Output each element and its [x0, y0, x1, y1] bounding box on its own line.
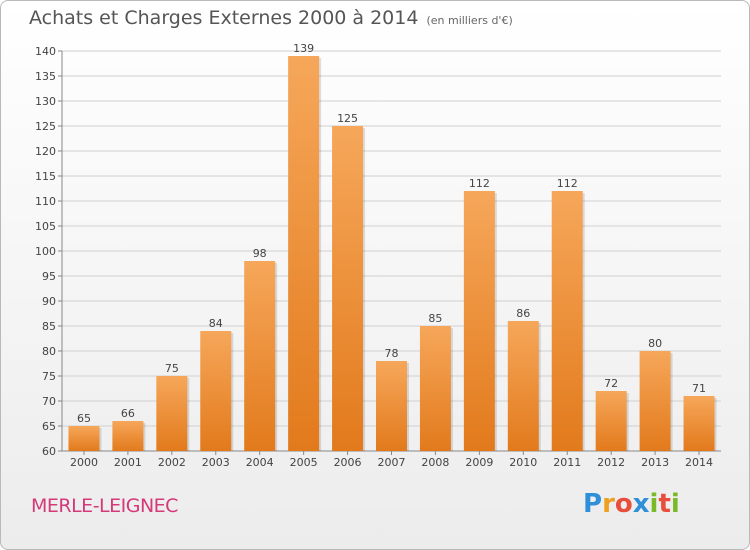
- bar-value-label: 72: [604, 377, 618, 390]
- bar: [419, 326, 451, 451]
- x-tick-label: 2010: [509, 456, 537, 469]
- logo-letter: r: [602, 489, 615, 519]
- y-tick-label: 105: [35, 220, 56, 233]
- y-tick-label: 115: [35, 170, 56, 183]
- x-tick-label: 2002: [158, 456, 186, 469]
- x-tick-label: 2011: [553, 456, 581, 469]
- y-tick-label: 130: [35, 95, 56, 108]
- bar-value-label: 66: [121, 407, 135, 420]
- bar: [507, 321, 539, 451]
- chart-unit: (en milliers d'€): [426, 14, 513, 27]
- x-tick-label: 2008: [421, 456, 449, 469]
- x-tick-label: 2001: [114, 456, 142, 469]
- y-tick-label: 60: [42, 445, 56, 458]
- y-tick-label: 70: [42, 395, 56, 408]
- bar: [376, 361, 407, 451]
- bar: [156, 376, 188, 451]
- y-tick-label: 140: [35, 45, 56, 58]
- bar: [683, 396, 715, 451]
- bar-value-label: 75: [165, 362, 179, 375]
- bar-value-label: 98: [253, 247, 267, 260]
- x-tick-label: 2007: [378, 456, 406, 469]
- bar: [551, 191, 583, 451]
- bar: [68, 426, 100, 451]
- y-tick-label: 135: [35, 70, 56, 83]
- logo-letter: t: [658, 489, 671, 519]
- x-tick-label: 2014: [685, 456, 713, 469]
- bar-value-label: 112: [557, 177, 578, 190]
- bar-value-label: 71: [692, 382, 706, 395]
- y-tick-label: 125: [35, 120, 56, 133]
- bar-value-label: 85: [428, 312, 442, 325]
- bar: [200, 331, 232, 451]
- logo-letter: i: [649, 489, 659, 519]
- y-tick-label: 65: [42, 420, 56, 433]
- logo-letter: o: [614, 489, 633, 519]
- x-tick-label: 2004: [246, 456, 274, 469]
- bar-value-label: 86: [516, 307, 530, 320]
- bar-value-label: 112: [469, 177, 490, 190]
- bar: [332, 126, 364, 451]
- y-tick-label: 80: [42, 345, 56, 358]
- y-tick-label: 95: [42, 270, 56, 283]
- bar-value-label: 84: [209, 317, 223, 330]
- bar-value-label: 125: [337, 112, 358, 125]
- chart-title: Achats et Charges Externes 2000 à 2014 (e…: [29, 7, 513, 29]
- x-tick-label: 2000: [70, 456, 98, 469]
- y-tick-label: 110: [35, 195, 56, 208]
- y-tick-label: 120: [35, 145, 56, 158]
- bar: [288, 56, 320, 451]
- bar: [112, 421, 144, 451]
- x-tick-label: 2009: [465, 456, 493, 469]
- proxiti-logo: Proxiti: [583, 489, 680, 519]
- bar-value-label: 80: [648, 337, 662, 350]
- bar: [244, 261, 276, 451]
- bar: [595, 391, 627, 451]
- bar: [463, 191, 495, 451]
- x-tick-label: 2003: [202, 456, 230, 469]
- x-tick-label: 2005: [290, 456, 318, 469]
- y-tick-label: 75: [42, 370, 56, 383]
- y-tick-label: 100: [35, 245, 56, 258]
- commune-name: MERLE-LEIGNEC: [31, 495, 178, 517]
- x-tick-label: 2006: [334, 456, 362, 469]
- bar-value-label: 139: [293, 42, 314, 55]
- x-tick-label: 2012: [597, 456, 625, 469]
- bar-value-label: 65: [77, 412, 91, 425]
- logo-letter: i: [670, 489, 680, 519]
- logo-letter: P: [583, 489, 603, 519]
- y-tick-label: 90: [42, 295, 56, 308]
- bar: [639, 351, 671, 451]
- chart-title-text: Achats et Charges Externes 2000 à 2014: [29, 7, 419, 29]
- y-tick-label: 85: [42, 320, 56, 333]
- x-tick-label: 2013: [641, 456, 669, 469]
- logo-letter: x: [632, 489, 650, 519]
- bar-value-label: 78: [385, 347, 399, 360]
